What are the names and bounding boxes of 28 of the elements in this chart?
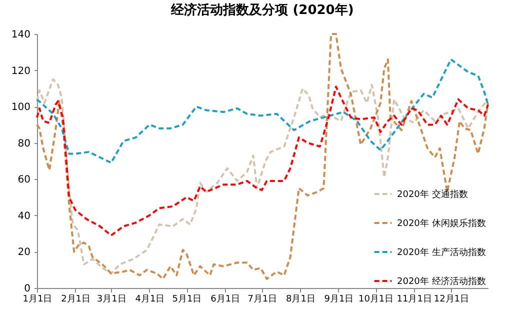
x-tick-label: 1月1日: [22, 294, 52, 304]
y-tick-label: 0: [24, 284, 30, 294]
line-series: [36, 86, 489, 236]
x-tick-label: 11月1日: [396, 294, 432, 304]
legend-label: 2020年 经济活动指数: [397, 276, 486, 287]
x-tick-label: 3月1日: [96, 294, 126, 304]
legend-label: 2020年 生产活动指数: [397, 247, 486, 258]
x-tick-label: 5月1日: [172, 294, 202, 304]
y-tick-label: 100: [11, 102, 30, 114]
x-tick-label: 9月1日: [324, 294, 354, 304]
x-tick-label: 4月1日: [135, 294, 165, 304]
x-tick-label: 2月1日: [61, 294, 91, 304]
legend-label: 2020年 交通指数: [397, 189, 468, 200]
y-tick-label: 60: [18, 174, 30, 186]
y-tick-label: 80: [18, 138, 30, 150]
x-tick-label: 10月1日: [358, 294, 394, 304]
x-tick-label: 8月1日: [286, 294, 316, 304]
y-tick-label: 140: [11, 30, 30, 40]
line-series: [36, 78, 489, 274]
line-series: [36, 58, 489, 164]
x-tick-label: 12月1日: [434, 294, 470, 304]
chart-title: 经济活动指数及分项 (2020年): [170, 2, 354, 18]
y-tick-label: 20: [18, 247, 30, 258]
y-tick-label: 40: [18, 210, 30, 222]
y-tick-label: 120: [11, 66, 30, 77]
x-tick-label: 6月1日: [210, 294, 240, 304]
legend-label: 2020年 休闲娱乐指数: [397, 218, 486, 229]
x-tick-label: 7月1日: [248, 294, 278, 304]
